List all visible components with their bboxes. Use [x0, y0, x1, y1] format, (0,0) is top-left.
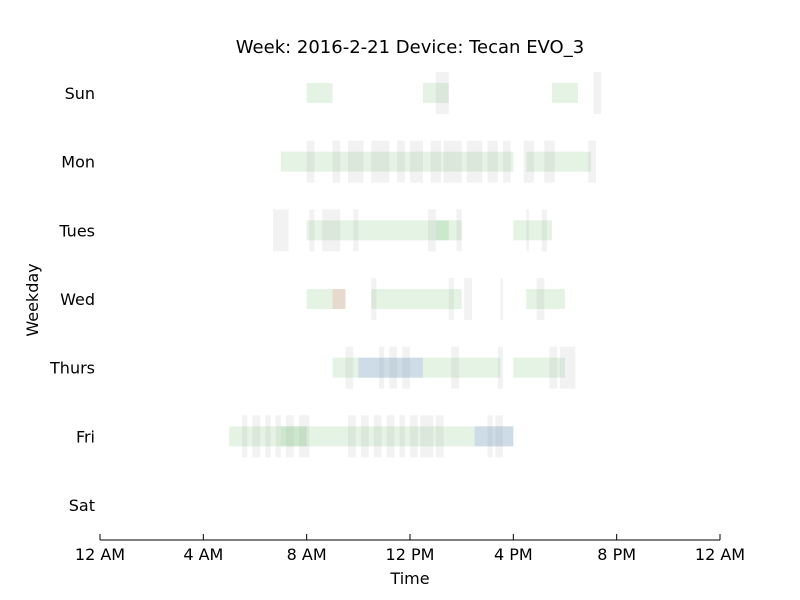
band-fri-gray-14	[410, 415, 418, 458]
band-mon-gray-14	[544, 140, 555, 183]
band-sun-green-2	[552, 83, 578, 103]
band-wed-gray-5	[448, 278, 454, 321]
band-thurs-gray-6	[402, 346, 410, 389]
weekday-label-sat: Sat	[69, 496, 95, 515]
band-mon-gray-13	[523, 140, 534, 183]
band-wed-green-0	[306, 289, 346, 310]
band-fri-gray-3	[242, 415, 248, 458]
band-sun-green-1	[422, 83, 449, 103]
band-wed-gray-4	[371, 278, 377, 321]
band-mon-green-1	[526, 151, 591, 172]
band-mon-gray-5	[371, 140, 390, 183]
band-thurs-gray-9	[549, 346, 558, 389]
chart-title: Week: 2016-2-21 Device: Tecan EVO_3	[236, 37, 584, 58]
band-thurs-gray-10	[559, 346, 576, 389]
band-fri-gray-4	[252, 415, 261, 458]
band-wed-green-1	[371, 289, 462, 310]
band-tues-gray-9	[526, 209, 529, 252]
band-fri-gray-12	[386, 415, 395, 458]
band-wed-gray-6	[464, 278, 472, 321]
band-tues-gray-8	[456, 209, 462, 252]
band-mon-gray-11	[487, 140, 498, 183]
band-tues-green-2	[513, 220, 553, 241]
band-sun-green-0	[306, 83, 333, 103]
y-axis-label: Weekday	[23, 263, 42, 336]
band-tues-green-0	[306, 220, 462, 241]
band-fri-blue-2	[474, 426, 514, 447]
weekday-label-sun: Sun	[65, 84, 95, 103]
x-axis-label: Time	[389, 569, 429, 588]
band-sun-gray-4	[593, 72, 602, 114]
band-thurs-gray-3	[345, 346, 354, 389]
x-tick-label: 4 PM	[494, 545, 533, 564]
band-thurs-gray-7	[451, 346, 460, 389]
x-tick-label: 12 AM	[695, 545, 745, 564]
band-mon-gray-6	[397, 140, 405, 183]
band-fri-gray-15	[420, 415, 434, 458]
band-tues-gray-6	[353, 209, 359, 252]
band-wed-gray-8	[536, 278, 545, 321]
band-mon-gray-9	[443, 140, 462, 183]
band-fri-gray-5	[265, 415, 271, 458]
band-fri-gray-18	[495, 415, 503, 458]
bands-layer	[229, 72, 602, 458]
x-tick-label: 8 AM	[287, 545, 327, 564]
band-wed-green-2	[526, 289, 565, 310]
band-tues-green-1	[435, 220, 449, 241]
band-thurs-blue-2	[358, 357, 423, 378]
band-fri-gray-7	[286, 415, 294, 458]
band-tues-gray-3	[273, 209, 289, 252]
band-mon-gray-8	[430, 140, 441, 183]
band-thurs-gray-8	[497, 346, 503, 389]
band-wed-gray-7	[500, 278, 503, 321]
band-fri-gray-9	[348, 415, 356, 458]
band-fri-gray-13	[399, 415, 405, 458]
band-fri-gray-10	[360, 415, 369, 458]
band-mon-gray-10	[466, 140, 483, 183]
x-tick-label: 12 PM	[386, 545, 435, 564]
weekday-label-fri: Fri	[76, 427, 95, 446]
band-thurs-gray-5	[389, 346, 398, 389]
weekday-labels: Sun Mon Tues Wed Thurs Fri Sat	[49, 84, 95, 515]
band-tues-gray-7	[428, 209, 436, 252]
band-mon-gray-7	[410, 140, 423, 183]
x-tick-label: 8 PM	[597, 545, 636, 564]
band-thurs-green-1	[513, 357, 565, 378]
band-fri-green-0	[229, 426, 514, 447]
band-mon-gray-12	[503, 140, 511, 183]
weekday-label-tues: Tues	[58, 221, 95, 240]
band-fri-gray-17	[487, 415, 493, 458]
band-fri-gray-8	[298, 415, 310, 458]
band-tues-gray-10	[541, 209, 547, 252]
band-thurs-green-0	[332, 357, 501, 378]
band-sun-gray-3	[435, 72, 449, 114]
band-fri-green-1	[280, 426, 307, 447]
band-mon-gray-15	[588, 140, 596, 183]
band-fri-gray-6	[275, 415, 281, 458]
band-tues-gray-4	[309, 209, 315, 252]
band-wed-red-3	[332, 289, 346, 310]
band-fri-gray-11	[373, 415, 382, 458]
band-mon-gray-4	[348, 140, 364, 183]
x-ticks: 12 AM 4 AM 8 AM 12 PM 4 PM 8 PM 12 AM	[75, 534, 745, 564]
x-tick-label: 12 AM	[75, 545, 125, 564]
weekday-label-mon: Mon	[61, 153, 95, 172]
band-tues-gray-5	[322, 209, 341, 252]
x-tick-label: 4 AM	[183, 545, 223, 564]
weekday-label-thurs: Thurs	[49, 359, 95, 378]
weekday-label-wed: Wed	[60, 290, 95, 309]
band-mon-green-0	[280, 151, 514, 172]
band-mon-gray-2	[306, 140, 315, 183]
band-thurs-gray-4	[379, 346, 385, 389]
band-mon-gray-3	[332, 140, 341, 183]
band-fri-gray-16	[435, 415, 444, 458]
